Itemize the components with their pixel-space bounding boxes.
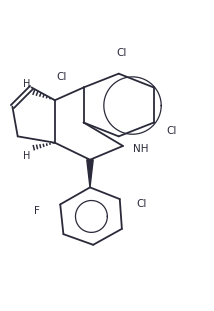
Text: Cl: Cl: [56, 72, 67, 82]
Text: NH: NH: [132, 144, 148, 154]
Polygon shape: [87, 160, 93, 188]
Text: Cl: Cl: [166, 126, 177, 136]
Text: H: H: [23, 151, 30, 161]
Text: H: H: [23, 79, 30, 89]
Text: Cl: Cl: [137, 199, 147, 209]
Text: F: F: [34, 206, 40, 216]
Text: Cl: Cl: [117, 48, 127, 58]
